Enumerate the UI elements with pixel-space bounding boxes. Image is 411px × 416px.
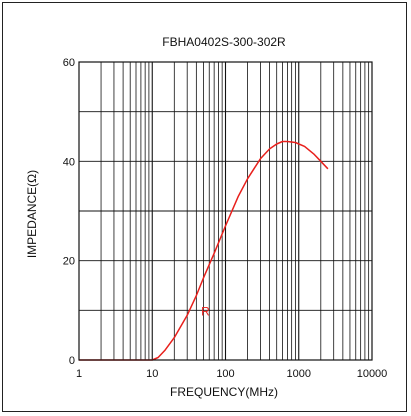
y-tick-label: 60	[63, 57, 75, 69]
chart-frame	[2, 2, 407, 412]
chart-title: FBHA0402S-300-302R	[162, 35, 286, 49]
x-tick-label: 100	[216, 368, 234, 380]
annotations: R	[201, 304, 210, 318]
x-tick-label: 10000	[357, 368, 388, 380]
x-tick-label: 10	[146, 368, 158, 380]
series-lines	[79, 140, 329, 361]
grid	[79, 62, 372, 360]
x-axis-label: FREQUENCY(MHz)	[170, 385, 278, 399]
tick-labels: 1 10 100 1000 10000 0 20 40 60	[63, 57, 388, 380]
y-tick-label: 0	[69, 355, 75, 367]
series-line-r	[79, 140, 329, 361]
x-tick-label: 1000	[287, 368, 311, 380]
series-label-annotation: R	[201, 304, 210, 318]
y-axis-label: IMPEDANCE(Ω)	[25, 170, 39, 258]
x-tick-label: 1	[76, 368, 82, 380]
y-tick-label: 20	[63, 256, 75, 268]
y-tick-label: 40	[63, 156, 75, 168]
plot-border	[78, 61, 373, 361]
